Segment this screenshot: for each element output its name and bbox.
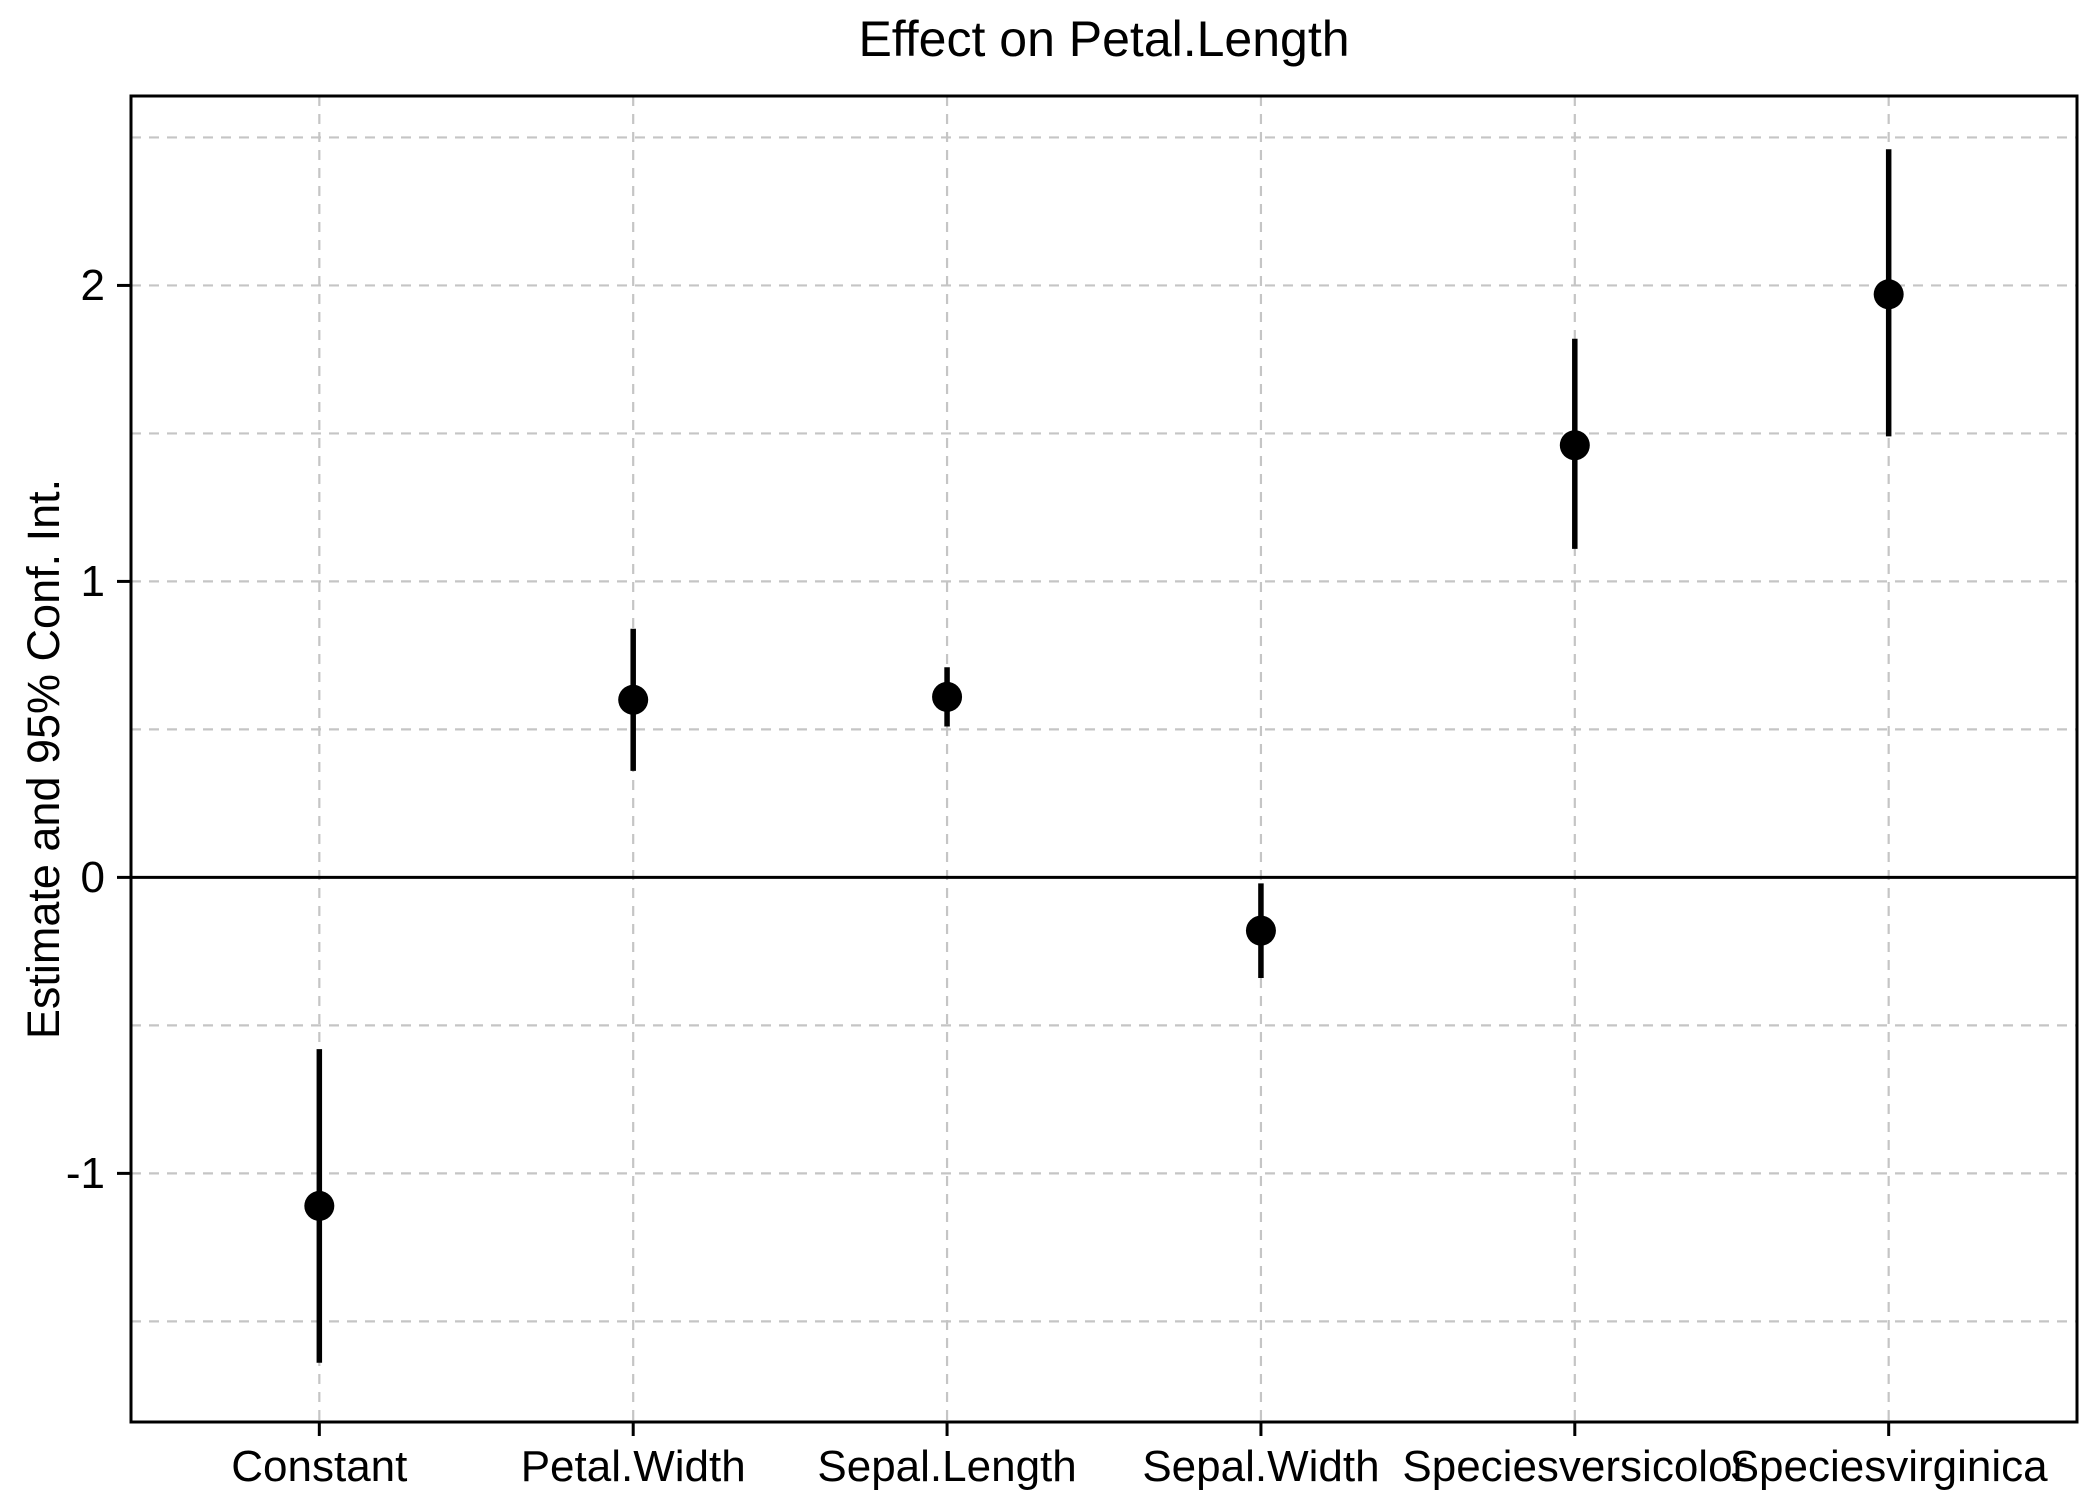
x-tick-label: Constant <box>231 1442 407 1491</box>
estimate-point <box>1245 915 1276 946</box>
y-tick-label: 1 <box>81 557 105 606</box>
estimate-point <box>1559 430 1590 461</box>
y-tick-label: -1 <box>66 1149 105 1198</box>
x-tick-label: Petal.Width <box>521 1442 746 1491</box>
chart-title: Effect on Petal.Length <box>858 11 1350 67</box>
x-tick-label: Sepal.Length <box>817 1442 1076 1491</box>
x-tick-label: Sepal.Width <box>1142 1442 1379 1491</box>
y-tick-label: 2 <box>81 261 105 310</box>
plot-frame <box>129 94 2079 1424</box>
estimate-point <box>618 684 649 715</box>
y-tick-label: 0 <box>81 853 105 902</box>
estimate-point <box>1873 279 1904 310</box>
estimate-point <box>932 681 963 712</box>
x-tick-label: Speciesvirginica <box>1730 1442 2048 1491</box>
x-tick-label: Speciesversicolor <box>1402 1442 1747 1491</box>
estimate-point <box>304 1190 335 1221</box>
